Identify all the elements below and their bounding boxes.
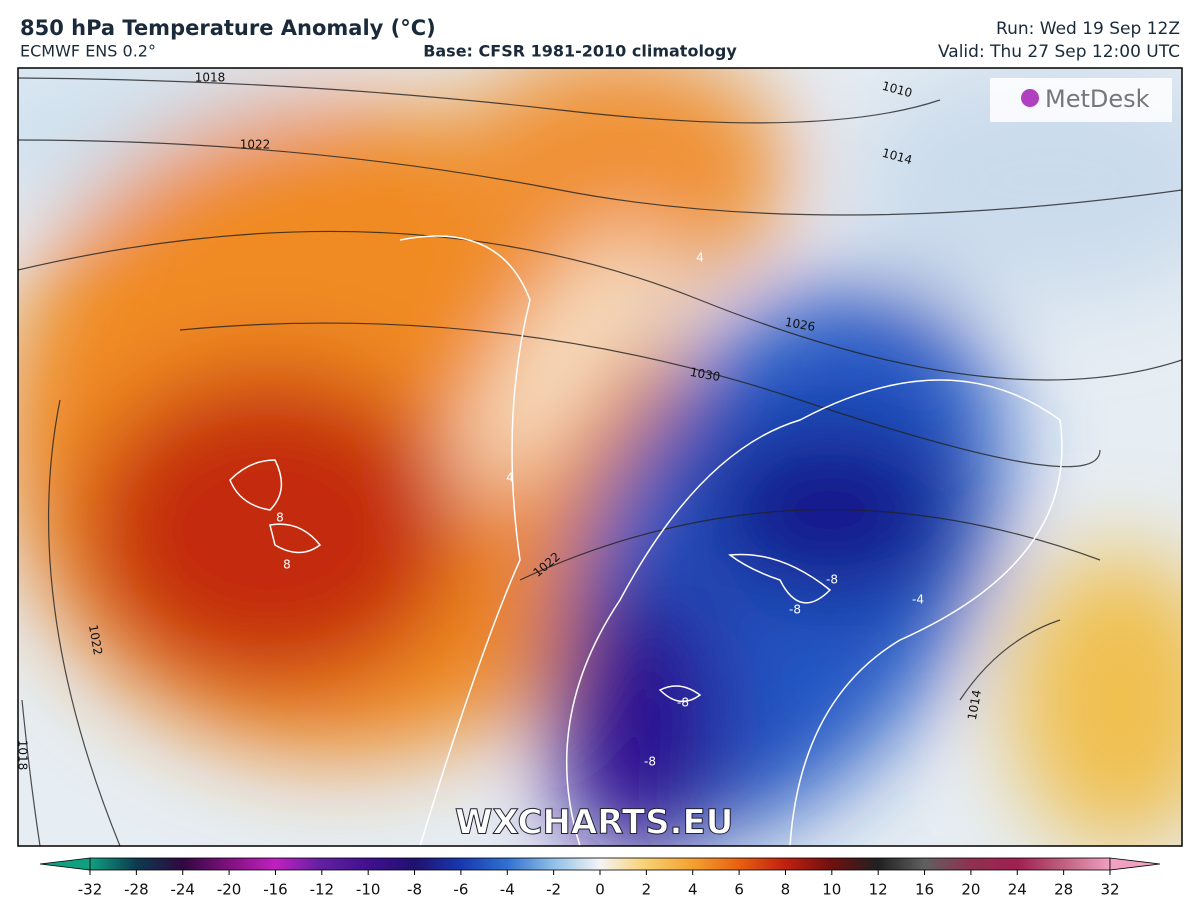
colorbar-tick-label: 6 — [734, 881, 744, 899]
colorbar-tick-label: -4 — [500, 881, 515, 899]
isobar-label: 1018 — [195, 71, 226, 85]
colorbar-tick-label: -28 — [124, 881, 149, 899]
colorbar-tick-label: 16 — [915, 881, 934, 899]
colorbar-tick-label: -16 — [263, 881, 288, 899]
anomaly-label: 4 — [506, 471, 514, 485]
colorbar-tick-label: -12 — [310, 881, 335, 899]
isobar-label: 1022 — [240, 138, 271, 152]
colorbar-high-end — [1109, 857, 1161, 871]
colorbar-tick-label: -10 — [356, 881, 381, 899]
colorbar-tick-label: 24 — [1008, 881, 1027, 899]
colorbar-tick-label: 10 — [822, 881, 841, 899]
isobar-label: 1014 — [965, 689, 984, 722]
colorbar-tick-label: -24 — [170, 881, 195, 899]
isobar-label: 1030 — [689, 365, 722, 384]
isobar-label: 1018 — [16, 740, 30, 771]
colorbar-tick-label: -2 — [546, 881, 561, 899]
title: 850 hPa Temperature Anomaly (°C) — [20, 16, 436, 40]
anomaly-label: -8 — [826, 573, 838, 587]
anomaly-label: -8 — [677, 696, 689, 710]
colorbar-tick-label: -8 — [407, 881, 422, 899]
anomaly-label: -4 — [912, 593, 924, 607]
colorbar-tick-label: 0 — [595, 881, 605, 899]
isobar-label: 1026 — [784, 315, 817, 334]
colorbar-tick-label: -6 — [453, 881, 468, 899]
colorbar-tick-label: -20 — [217, 881, 242, 899]
colorbar-tick-label: 2 — [642, 881, 652, 899]
colorbar-tick-label: 8 — [781, 881, 791, 899]
colorbar-tick-label: 12 — [869, 881, 888, 899]
colorbar-body — [89, 857, 1111, 871]
colorbar-low-end — [39, 857, 91, 871]
colorbar-tick-label: 4 — [688, 881, 698, 899]
colorbar-tick-label: 32 — [1100, 881, 1119, 899]
anomaly-label: -8 — [789, 603, 801, 617]
colorbar-tick-label: 28 — [1054, 881, 1073, 899]
run: Run: Wed 19 Sep 12Z — [996, 19, 1180, 39]
colorbar-tick-label: -32 — [78, 881, 103, 899]
anomaly-label: 8 — [283, 558, 291, 572]
colorbar-tick-label: 20 — [961, 881, 980, 899]
map: WXCHARTS.EU MetDesk — [18, 68, 1182, 846]
isobar-label: 1022 — [86, 624, 105, 657]
base: Base: CFSR 1981-2010 climatology — [423, 42, 737, 61]
watermark: WXCHARTS.EU — [455, 803, 733, 843]
anomaly-label: -8 — [644, 755, 656, 769]
anomaly-label: 8 — [276, 511, 284, 525]
anomaly-label: 4 — [696, 251, 704, 265]
logo: MetDesk — [1045, 85, 1150, 113]
valid: Valid: Thu 27 Sep 12:00 UTC — [938, 42, 1180, 62]
model: ECMWF ENS 0.2° — [20, 42, 156, 61]
